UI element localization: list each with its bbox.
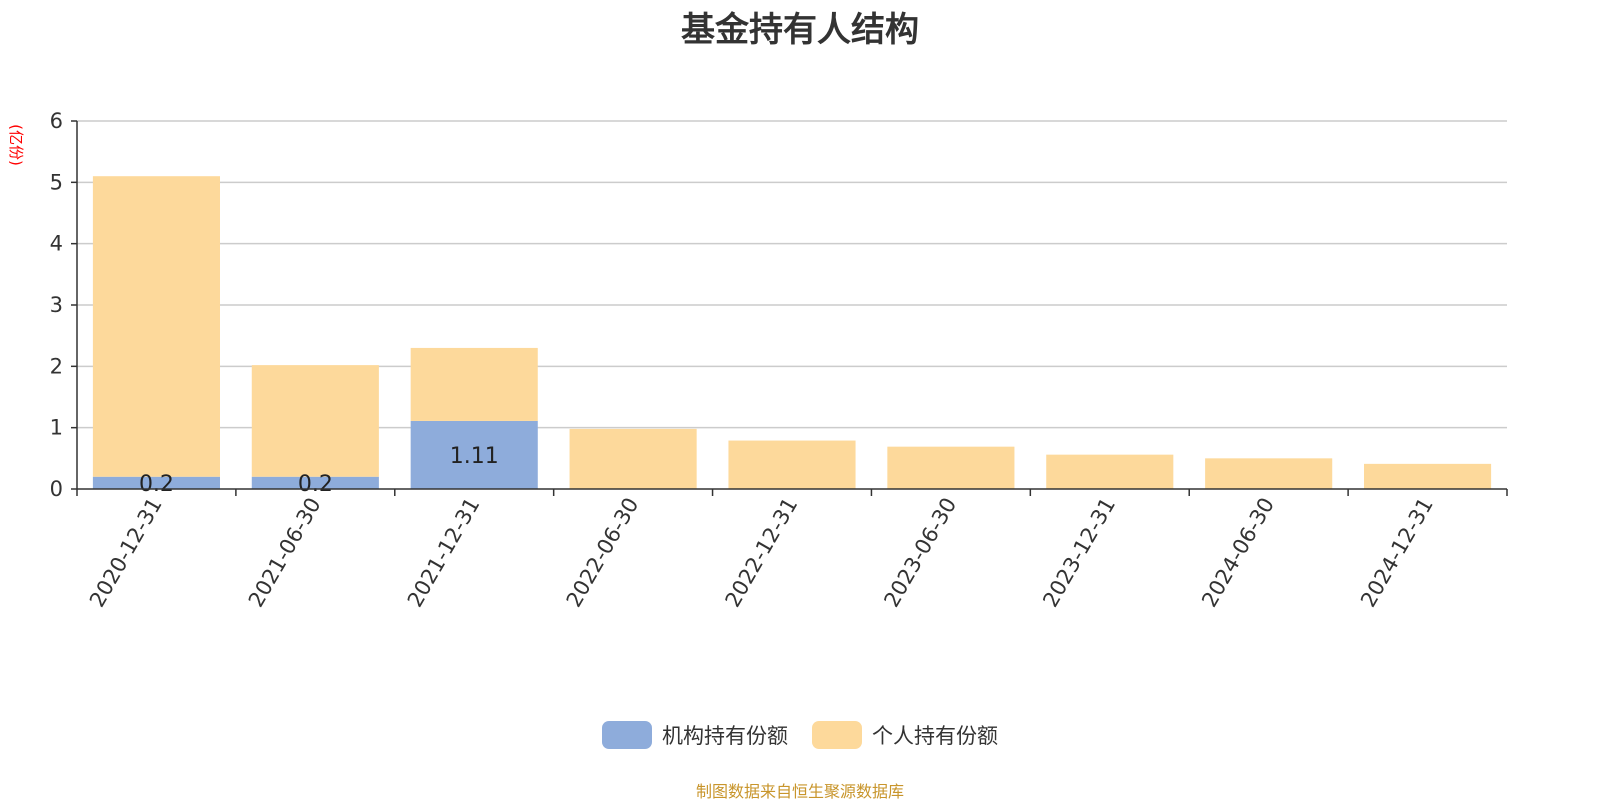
- x-tick-label: 2023-06-30: [879, 494, 961, 612]
- legend-label: 个人持有份额: [872, 724, 998, 748]
- bar-institutional: [92, 476, 220, 489]
- axes: 0 1 2 3 4 5 6 2020-12-31 2021-06-30 2021-12-31 202…: [50, 109, 1508, 612]
- bar-individual: [251, 365, 379, 477]
- bar-individual: [1205, 458, 1333, 489]
- y-axis-label: (亿份): [7, 124, 25, 166]
- data-label: 0.2: [139, 472, 174, 497]
- bar-individual: [728, 440, 856, 489]
- legend-swatch: [602, 721, 652, 749]
- y-tick-label: 2: [50, 354, 63, 378]
- bar-institutional: [251, 476, 379, 489]
- bar-individual: [1364, 463, 1492, 489]
- bar-individual: [1046, 454, 1174, 489]
- bar-institutional: [410, 420, 538, 489]
- x-tick-label: 2021-12-31: [403, 494, 485, 612]
- y-tick-label: 0: [50, 477, 63, 501]
- bar-labels: 0.2 0.2 1.11: [139, 444, 499, 497]
- bar-individual: [887, 446, 1015, 489]
- x-tick-label: 2024-06-30: [1197, 494, 1279, 612]
- bar-individual: [92, 176, 220, 477]
- y-tick-label: 3: [50, 293, 63, 317]
- x-tick-label: 2024-12-31: [1356, 494, 1438, 612]
- legend-label: 机构持有份额: [662, 724, 788, 748]
- x-tick-label: 2022-06-30: [562, 494, 644, 612]
- x-tick-label: 2021-06-30: [244, 494, 326, 612]
- legend-item-individual[interactable]: 个人持有份额: [812, 720, 998, 750]
- legend-item-institutional[interactable]: 机构持有份额: [602, 720, 788, 750]
- x-tick-label: 2023-12-31: [1038, 494, 1120, 612]
- y-tick-label: 5: [50, 170, 63, 194]
- bar-individual: [569, 428, 697, 489]
- y-tick-label: 1: [50, 416, 63, 440]
- source-note: 制图数据来自恒生聚源数据库: [695, 782, 904, 801]
- y-tick-label: 6: [50, 109, 63, 133]
- x-tick-label: 2020-12-31: [85, 494, 167, 612]
- data-label: 1.11: [450, 444, 499, 469]
- data-label: 0.2: [298, 472, 333, 497]
- y-tick-label: 4: [50, 232, 63, 256]
- legend-swatch: [812, 721, 862, 749]
- bars: [92, 176, 1492, 489]
- x-tick-label: 2022-12-31: [721, 494, 803, 612]
- chart-title: 基金持有人结构: [681, 10, 919, 50]
- bar-individual: [410, 347, 538, 421]
- legend: 机构持有份额 个人持有份额: [0, 720, 1600, 750]
